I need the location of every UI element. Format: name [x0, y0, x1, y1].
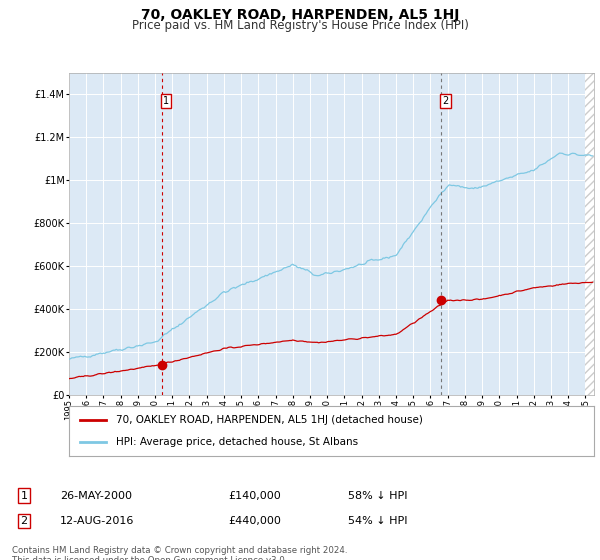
- Text: 12-AUG-2016: 12-AUG-2016: [60, 516, 134, 526]
- Text: 2: 2: [442, 96, 449, 106]
- Text: 58% ↓ HPI: 58% ↓ HPI: [348, 491, 407, 501]
- Text: 1: 1: [163, 96, 169, 106]
- Text: 54% ↓ HPI: 54% ↓ HPI: [348, 516, 407, 526]
- Text: 70, OAKLEY ROAD, HARPENDEN, AL5 1HJ (detached house): 70, OAKLEY ROAD, HARPENDEN, AL5 1HJ (det…: [116, 415, 423, 425]
- Text: 26-MAY-2000: 26-MAY-2000: [60, 491, 132, 501]
- Text: Contains HM Land Registry data © Crown copyright and database right 2024.
This d: Contains HM Land Registry data © Crown c…: [12, 546, 347, 560]
- Text: £140,000: £140,000: [228, 491, 281, 501]
- Text: 1: 1: [20, 491, 28, 501]
- Text: HPI: Average price, detached house, St Albans: HPI: Average price, detached house, St A…: [116, 437, 358, 447]
- Text: 2: 2: [20, 516, 28, 526]
- Text: £440,000: £440,000: [228, 516, 281, 526]
- Text: 70, OAKLEY ROAD, HARPENDEN, AL5 1HJ: 70, OAKLEY ROAD, HARPENDEN, AL5 1HJ: [141, 8, 459, 22]
- Text: Price paid vs. HM Land Registry's House Price Index (HPI): Price paid vs. HM Land Registry's House …: [131, 19, 469, 32]
